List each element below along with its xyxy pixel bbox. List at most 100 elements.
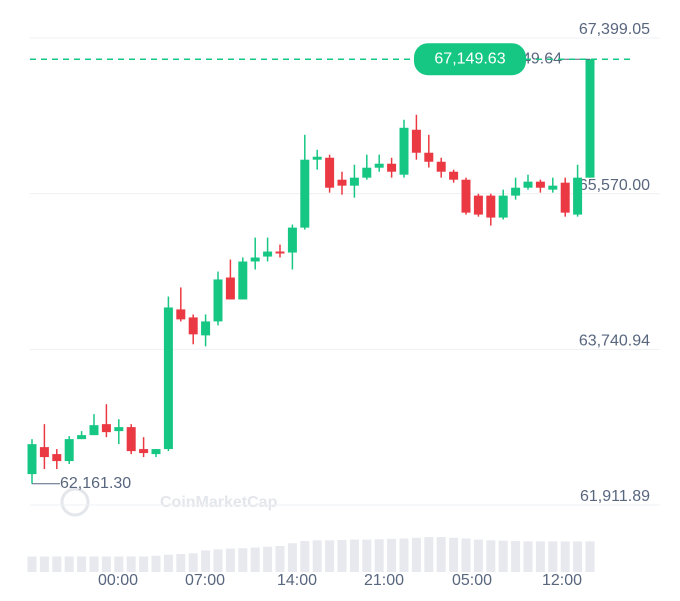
- candle-body: [89, 425, 99, 436]
- candle-body: [250, 257, 260, 262]
- volume-bar: [337, 539, 347, 572]
- candle-body: [52, 454, 62, 462]
- volume-bar: [523, 541, 533, 572]
- candle-body: [548, 185, 558, 190]
- x-tick-label: 14:00: [277, 572, 317, 589]
- candle-body: [535, 181, 545, 188]
- candle-body: [461, 179, 471, 213]
- watermark-logo: [60, 487, 90, 517]
- volume-bar: [27, 556, 37, 572]
- candle-body: [585, 59, 595, 178]
- volume-bar: [374, 539, 384, 572]
- volume-bar: [39, 556, 49, 572]
- volume-bar: [411, 537, 421, 572]
- volume-bar: [585, 541, 595, 572]
- x-tick-label: 05:00: [452, 572, 492, 589]
- volume-bar: [114, 556, 124, 572]
- x-tick-label: 00:00: [98, 572, 138, 589]
- candle-body: [511, 187, 521, 196]
- volume-bar: [436, 537, 446, 572]
- candle-body: [64, 439, 74, 462]
- candle-body: [560, 182, 570, 213]
- volume-bar: [225, 548, 235, 572]
- volume-bar: [486, 540, 496, 572]
- x-tick-label: 21:00: [364, 572, 404, 589]
- candle-body: [27, 444, 37, 475]
- candle-body: [486, 195, 496, 218]
- candle-body: [523, 181, 533, 188]
- volume-bar: [312, 540, 322, 572]
- candle-body: [411, 129, 421, 153]
- volume-bar: [101, 556, 111, 572]
- candle-body: [263, 251, 273, 257]
- candle-body: [213, 279, 223, 322]
- y-tick-label: 65,570.00: [579, 177, 650, 194]
- volume-bar: [300, 541, 310, 572]
- volume-bar: [263, 546, 273, 572]
- candle-body: [77, 435, 87, 440]
- volume-bar: [188, 553, 198, 572]
- volume-bar: [511, 541, 521, 572]
- current-price-badge: [414, 43, 526, 76]
- volume-bar: [250, 547, 260, 572]
- volume-bar: [399, 538, 409, 572]
- x-tick-label: 12:00: [542, 572, 582, 589]
- candle-body: [114, 427, 124, 432]
- volume-bar: [573, 541, 583, 572]
- candle-body: [473, 195, 483, 215]
- y-tick-label: 67,399.05: [579, 21, 650, 38]
- volume-bar: [275, 546, 285, 572]
- x-tick-label: 07:00: [185, 572, 225, 589]
- candle-body: [424, 152, 434, 162]
- volume-bar: [387, 538, 397, 572]
- volume-bar: [461, 538, 471, 572]
- candle-body: [201, 321, 211, 336]
- volume-bar: [176, 554, 186, 572]
- volume-bar: [287, 543, 297, 572]
- volume-bar: [64, 556, 74, 572]
- volume-bar: [213, 549, 223, 572]
- candle-body: [101, 424, 111, 433]
- volume-bar: [424, 537, 434, 572]
- volume-bar: [201, 550, 211, 572]
- candle-body: [126, 427, 136, 452]
- candle-body: [188, 317, 198, 335]
- candle-body: [225, 277, 235, 300]
- volume-bar: [139, 556, 149, 572]
- candle-body: [287, 227, 297, 253]
- candle-body: [300, 159, 310, 228]
- candle-body: [39, 447, 49, 458]
- volume-bar: [89, 556, 99, 572]
- candle-body: [176, 309, 186, 320]
- volume-bar: [548, 541, 558, 572]
- y-tick-label: 63,740.94: [579, 333, 650, 350]
- candle-body: [337, 179, 347, 186]
- volume-bar: [449, 537, 459, 572]
- volume-bar: [560, 541, 570, 572]
- volume-bar: [52, 556, 62, 572]
- y-tick-label: 61,911.89: [580, 488, 650, 505]
- candle-body: [349, 177, 359, 186]
- candle-body: [325, 157, 335, 188]
- current-price-label: 67,149.63: [434, 50, 505, 67]
- volume-bar: [238, 548, 248, 572]
- candle-body: [238, 261, 248, 300]
- candle-body: [436, 161, 446, 172]
- candle-body: [399, 127, 409, 175]
- candle-body: [449, 171, 459, 180]
- candle-body: [312, 156, 322, 160]
- volume-bar: [151, 555, 161, 572]
- watermark: CoinMarketCap: [160, 494, 278, 511]
- low-marker-label: 62,161.30: [60, 475, 131, 492]
- candle-body: [498, 195, 508, 218]
- volume-bar: [349, 539, 359, 572]
- volume-bar: [498, 540, 508, 572]
- candle-body: [573, 177, 583, 215]
- volume-bar: [473, 539, 483, 572]
- volume-bar: [163, 554, 173, 572]
- candle-body: [387, 163, 397, 172]
- candle-body: [163, 307, 173, 450]
- candle-body: [139, 449, 149, 454]
- candle-body: [275, 251, 285, 254]
